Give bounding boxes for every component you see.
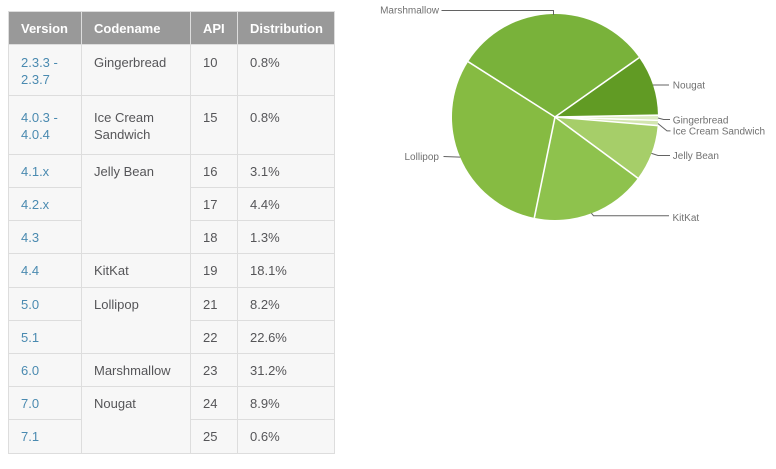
svg-text:Gingerbread: Gingerbread [673, 115, 729, 126]
svg-text:Nougat: Nougat [673, 81, 705, 92]
svg-text:Lollipop: Lollipop [405, 152, 440, 163]
svg-text:KitKat: KitKat [673, 213, 700, 224]
svg-text:Ice Cream Sandwich: Ice Cream Sandwich [673, 126, 765, 137]
svg-text:Marshmallow: Marshmallow [380, 6, 440, 17]
svg-text:Jelly Bean: Jelly Bean [673, 151, 719, 162]
